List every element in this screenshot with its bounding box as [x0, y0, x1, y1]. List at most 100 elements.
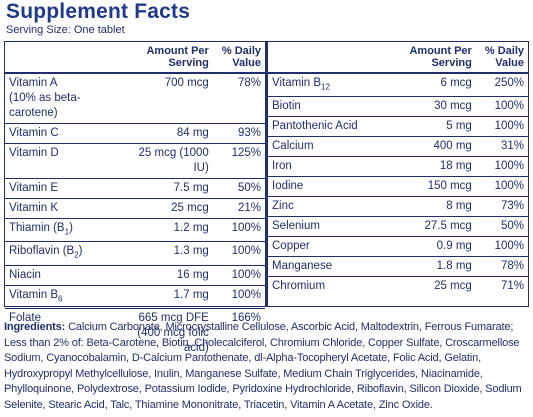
- header-amount: Amount Per Serving: [119, 42, 213, 74]
- name-text: Vitamin E: [9, 182, 59, 194]
- amount: 150 mcg: [382, 176, 476, 198]
- nutrient-name: Copper: [268, 236, 383, 258]
- amount: 16 mg: [119, 265, 213, 286]
- amount: 7.5 mg: [119, 178, 213, 199]
- amount: 6 mcg: [382, 73, 476, 98]
- nutrient-name: Calcium: [268, 136, 383, 158]
- header-amount: Amount Per Serving: [382, 42, 476, 74]
- amount: 27.5 mcg: [382, 216, 476, 238]
- name-text: Folate: [9, 311, 41, 324]
- amount: 1.2 mg: [119, 218, 213, 243]
- amount: 8 mg: [382, 196, 476, 218]
- name-text: Iron: [272, 160, 292, 173]
- name-text: Copper: [272, 240, 310, 253]
- amount-text: 25 mcg (1000 IU): [138, 147, 209, 174]
- nutrient-name: Vitamin B12: [268, 73, 383, 98]
- amount-text: 1.7 mg: [173, 288, 209, 301]
- nutrient-name: Vitamin B6: [5, 285, 120, 309]
- amount: 1.7 mg: [119, 285, 213, 309]
- amount-note: (400 mcg folic acid): [137, 326, 209, 354]
- amount-text: 665 mcg DFE: [138, 311, 209, 324]
- name-text: Iodine: [272, 180, 304, 193]
- nutrient-row: Niacin 16 mg 100%: [5, 265, 265, 286]
- amount-text: 700 mcg: [164, 77, 209, 89]
- amount: 1.8 mg: [382, 256, 476, 278]
- amount: 700 mcg: [119, 73, 213, 124]
- facts-box: Amount Per Serving% Daily Value Vitamin A…: [4, 41, 529, 354]
- nutrient-row: Riboflavin (B2) 1.3 mg 100%: [5, 241, 265, 266]
- nutrient-table: Amount Per Serving% Daily Value Vitamin B…: [268, 42, 528, 296]
- amount: 665 mcg DFE (400 mcg folic acid): [119, 308, 212, 358]
- header-row: Amount Per Serving% Daily Value: [5, 42, 265, 74]
- ingredients-text: Calcium Carbonate, Microcrystalline Cell…: [4, 321, 522, 411]
- amount: 1.3 mg: [119, 241, 213, 266]
- name-text: Chromium: [272, 280, 326, 293]
- nutrient-row: Biotin 30 mcg 100%: [268, 96, 528, 118]
- name-text: Riboflavin (B: [9, 245, 75, 258]
- amount: 25 mcg: [382, 277, 475, 297]
- nutrient-name: Vitamin D: [5, 143, 120, 179]
- nutrient-name: Iodine: [268, 176, 383, 198]
- amount: 5 mg: [382, 116, 476, 138]
- nutrient-name: Folate: [5, 308, 119, 358]
- nutrient-row: Chromium 25 mcg 71%: [268, 277, 528, 297]
- amount: 18 mg: [382, 156, 476, 178]
- nutrient-name: Thiamin (B1): [5, 218, 120, 243]
- daily-value: 93%: [212, 123, 265, 144]
- nutrient-row: Vitamin B6 1.7 mg 100%: [5, 285, 265, 309]
- nutrient-row: Zinc 8 mg 73%: [268, 196, 528, 218]
- daily-value: 100%: [475, 96, 528, 118]
- daily-value: 71%: [500, 280, 524, 293]
- amount-text: 25 mcg: [434, 280, 472, 293]
- daily-value: 31%: [475, 136, 528, 158]
- amount-text: 25 mcg: [171, 202, 209, 214]
- nutrient-name: Vitamin C: [5, 123, 120, 144]
- nutrient-name: Vitamin E: [5, 178, 120, 199]
- nutrient-row: Iron 18 mg 100%: [268, 156, 528, 178]
- name-text: Niacin: [9, 268, 41, 281]
- name-note: (10% as beta-carotene): [9, 92, 81, 119]
- daily-value: 78%: [475, 256, 528, 278]
- right-table: Amount Per Serving% Daily Value Vitamin B…: [268, 42, 528, 306]
- nutrient-row: Thiamin (B1) 1.2 mg 100%: [5, 218, 265, 243]
- nutrient-name: Manganese: [268, 256, 383, 278]
- amount-text: 1.8 mg: [436, 260, 472, 273]
- nutrient-name: Riboflavin (B2): [5, 241, 120, 266]
- header-row: Amount Per Serving% Daily Value: [268, 42, 528, 74]
- nutrient-name: Selenium: [268, 216, 383, 238]
- name-text: Vitamin A: [9, 77, 58, 89]
- amount: 0.9 mg: [382, 236, 476, 258]
- amount-text: 84 mg: [176, 127, 209, 139]
- amount: 30 mcg: [382, 96, 476, 118]
- daily-value: 166%: [231, 311, 261, 324]
- amount: 25 mcg: [119, 198, 213, 219]
- daily-value: 100%: [212, 241, 265, 266]
- header-blank: [5, 42, 120, 74]
- amount-text: 5 mg: [446, 120, 472, 133]
- name-text: Vitamin B: [272, 77, 322, 89]
- nutrient-row: Vitamin K 25 mcg 21%: [5, 198, 265, 219]
- ingredients: Ingredients: Calcium Carbonate, Microcry…: [4, 320, 528, 413]
- name-text: Vitamin D: [9, 147, 59, 159]
- name-text: Thiamin (B: [9, 222, 65, 234]
- amount-text: 18 mg: [439, 160, 472, 173]
- amount-text: 1.3 mg: [173, 245, 209, 258]
- amount-text: 150 mcg: [427, 180, 472, 193]
- amount-text: 1.2 mg: [173, 222, 209, 234]
- nutrient-name: Zinc: [268, 196, 383, 218]
- header-blank: [268, 42, 383, 74]
- nutrient-row: Pantothenic Acid 5 mg 100%: [268, 116, 528, 138]
- daily-value: 125%: [212, 143, 265, 179]
- amount-text: 30 mcg: [434, 100, 472, 113]
- left-table: Amount Per Serving% Daily Value Vitamin A…: [5, 42, 268, 354]
- nutrient-row: Selenium 27.5 mcg 50%: [268, 216, 528, 238]
- daily-value: 100%: [475, 176, 528, 198]
- amount-text: 16 mg: [176, 268, 209, 281]
- title: Supplement Facts: [6, 0, 191, 23]
- daily-value: 100%: [475, 156, 528, 178]
- nutrient-name: Pantothenic Acid: [268, 116, 383, 138]
- daily-value: 250%: [475, 73, 528, 98]
- amount-text: 400 mg: [433, 140, 472, 153]
- header-dv: % Daily Value: [212, 42, 265, 74]
